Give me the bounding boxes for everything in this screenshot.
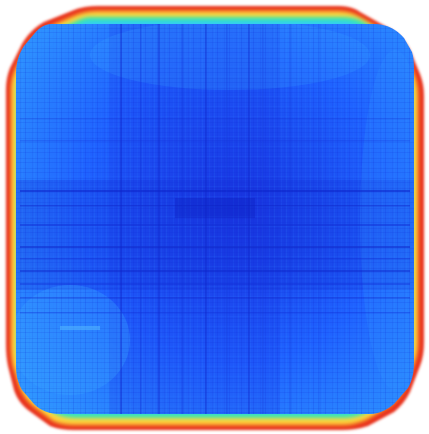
vertical-streaks [120,24,320,414]
horizontal-streaks [20,118,410,330]
center-feature [175,198,255,218]
